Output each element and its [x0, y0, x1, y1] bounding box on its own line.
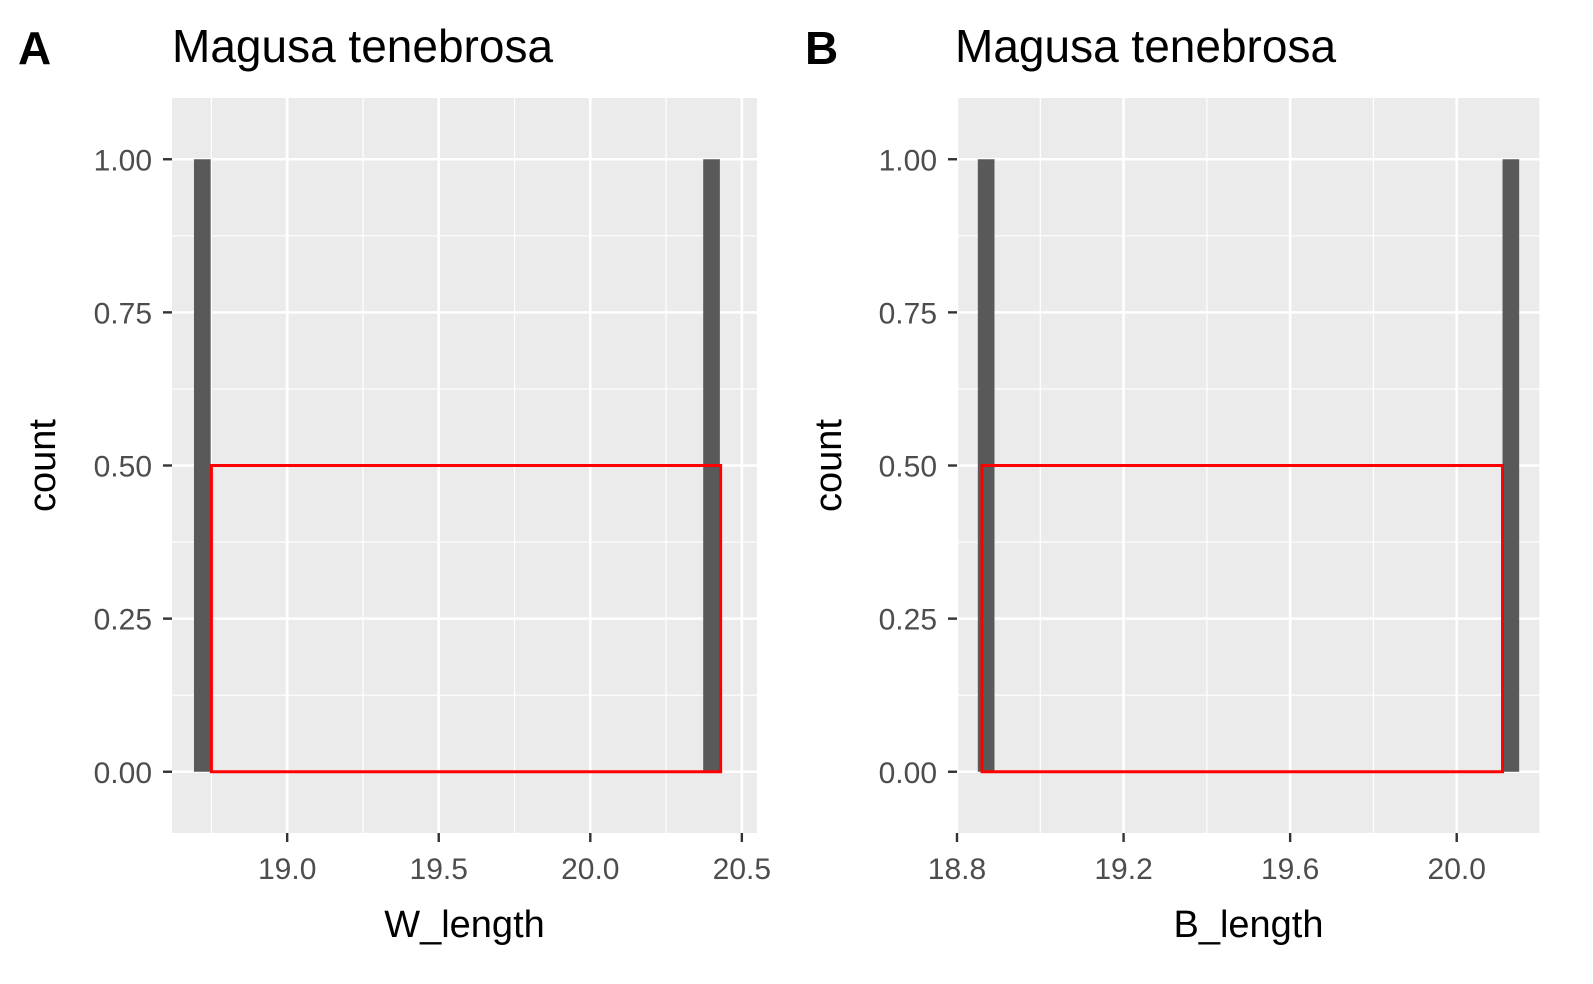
x-tick-label: 20.5 [713, 853, 771, 886]
y-tick-label: 0.00 [94, 757, 152, 790]
x-axis-title: W_length [384, 904, 545, 946]
chart-panel-b: B Magusa tenebrosa 0.00 0.25 0.50 0.75 1.00 18.… [805, 20, 1540, 946]
histogram-bar-1 [193, 159, 211, 772]
x-tick-label: 19.0 [258, 853, 316, 886]
y-tick-label: 0.00 [879, 757, 937, 790]
histogram-bar-2 [1502, 159, 1520, 772]
chart-panel-a: A Magusa tenebrosa 0.00 0.25 0.50 0.75 1.00 19.… [18, 20, 771, 946]
y-tick-label: 0.50 [879, 451, 937, 484]
y-tick-label: 1.00 [879, 144, 937, 177]
x-tick-label: 19.6 [1261, 853, 1319, 886]
chart-title: Magusa tenebrosa [955, 20, 1336, 72]
plot-area [172, 98, 757, 833]
y-tick-label: 0.75 [94, 297, 152, 330]
x-tick-label: 19.5 [410, 853, 468, 886]
y-axis-title: count [808, 419, 850, 512]
x-tick-label: 20.0 [561, 853, 619, 886]
x-tick-label: 20.0 [1428, 853, 1486, 886]
y-tick-label: 0.25 [879, 604, 937, 637]
y-tick-label: 0.25 [94, 604, 152, 637]
panel-letter: A [18, 22, 51, 74]
y-tick-label: 1.00 [94, 144, 152, 177]
highlight-rectangle [209, 464, 723, 774]
x-tick-label: 19.2 [1094, 853, 1152, 886]
highlight-rectangle [980, 464, 1505, 774]
y-tick-label: 0.75 [879, 297, 937, 330]
x-tick-label: 18.8 [928, 853, 986, 886]
x-axis-title: B_length [1173, 904, 1323, 946]
chart-title: Magusa tenebrosa [172, 20, 553, 72]
plot-area [957, 98, 1540, 833]
y-axis-title: count [22, 419, 64, 512]
y-tick-label: 0.50 [94, 451, 152, 484]
panel-letter: B [805, 22, 838, 74]
